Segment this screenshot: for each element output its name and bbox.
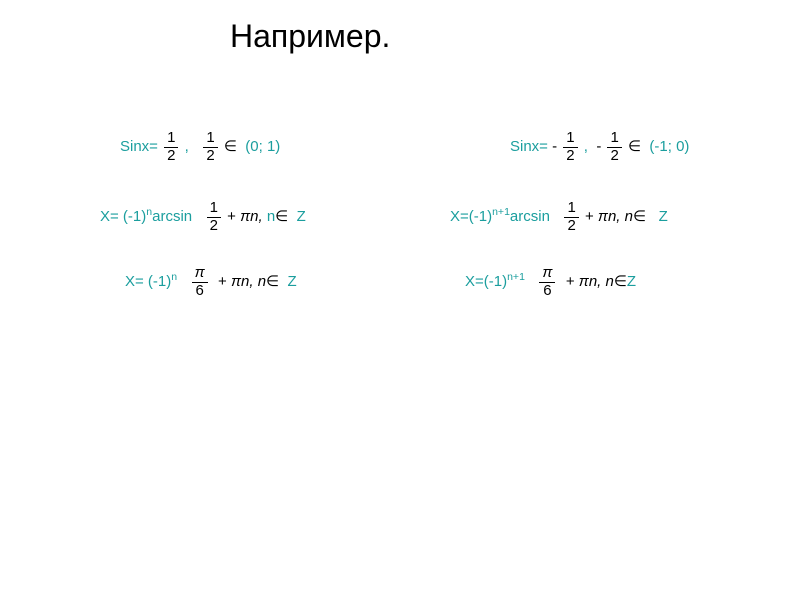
left-equation-1: Sinx= 1 2 , 1 2 ∈ (0; 1) [120,130,280,164]
minus: - [596,138,601,155]
element-of-icon: ∈ [633,208,646,225]
interval: (-1; 0) [649,138,689,155]
z-label: Z [287,273,296,290]
fraction: 1 2 [207,200,221,234]
page-title: Например. [230,18,390,55]
fraction: 1 2 [203,130,217,164]
sinx-label: Sinx= [120,138,158,155]
plus: + [227,208,236,225]
element-of-icon: ∈ [266,273,279,290]
element-of-icon: ∈ [628,138,641,155]
pi-n: πn, n [231,273,266,290]
x-label: X= (-1)narcsin [100,208,196,225]
plus: + [566,273,575,290]
sinx-label: Sinx= [510,138,552,155]
pi-n: πn, [240,208,267,225]
x-label: X=(-1)n+1 [465,273,529,290]
z-label: Z [659,208,668,225]
plus: + [218,273,227,290]
fraction: 1 2 [563,130,577,164]
n-label: n [267,208,275,225]
plus: + [585,208,594,225]
left-equation-2: X= (-1)narcsin 1 2 + πn, n∈ Z [100,200,306,234]
left-equation-3: X= (-1)n π 6 + πn, n∈ Z [125,265,297,299]
element-of-icon: ∈ [275,208,288,225]
minus: - [552,138,557,155]
z-label: Z [297,208,306,225]
fraction: π 6 [192,265,208,299]
comma: , [584,138,588,155]
z-label: Z [627,273,636,290]
right-equation-1: Sinx= - 1 2 , - 1 2 ∈ (-1; 0) [510,130,689,164]
comma: , [185,138,189,155]
x-label: X= (-1)n [125,273,181,290]
pi-n: πn, n [579,273,614,290]
element-of-icon: ∈ [224,138,237,155]
x-label: X=(-1)n+1arcsin [450,208,554,225]
right-equation-3: X=(-1)n+1 π 6 + πn, n∈Z [465,265,636,299]
element-of-icon: ∈ [614,273,627,290]
fraction: 1 2 [564,200,578,234]
interval: (0; 1) [245,138,280,155]
fraction: 1 2 [607,130,621,164]
fraction: π 6 [539,265,555,299]
pi-n: πn, n [598,208,633,225]
fraction: 1 2 [164,130,178,164]
right-equation-2: X=(-1)n+1arcsin 1 2 + πn, n∈ Z [450,200,668,234]
